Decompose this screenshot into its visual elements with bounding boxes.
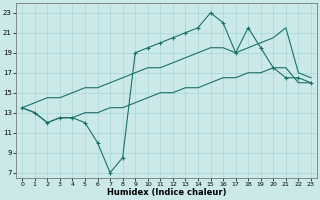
- X-axis label: Humidex (Indice chaleur): Humidex (Indice chaleur): [107, 188, 226, 197]
